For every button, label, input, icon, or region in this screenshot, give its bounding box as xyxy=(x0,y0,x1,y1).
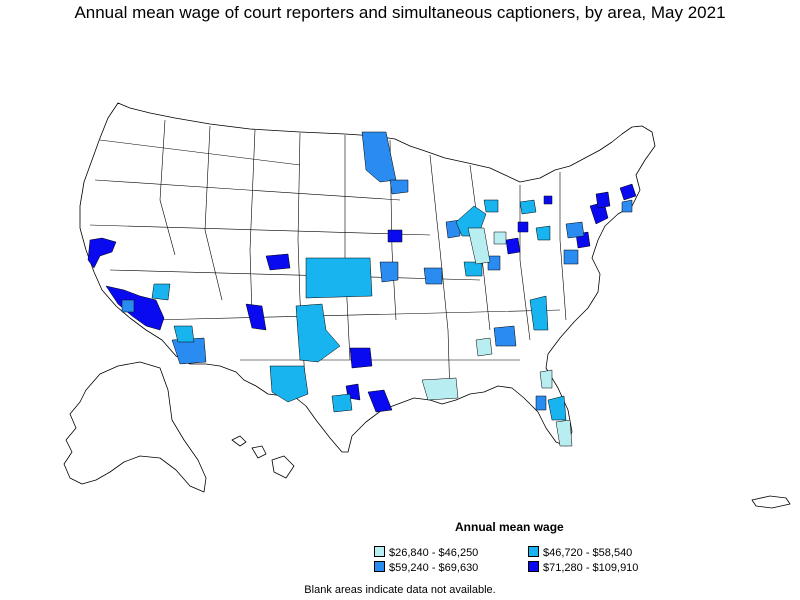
blank-areas-note: Blank areas indicate data not available. xyxy=(304,584,496,596)
legend-label-range-1: $26,840 - $46,250 xyxy=(389,547,479,559)
legend-item-range-1: $26,840 - $46,250 xyxy=(374,546,478,559)
areas-59240-69630 xyxy=(121,131,633,411)
legend-label-range-3: $59,240 - $69,630 xyxy=(389,562,479,574)
legend-swatch-range-2 xyxy=(528,546,539,557)
legend-title: Annual mean wage xyxy=(455,520,564,534)
areas-71280-109910 xyxy=(87,183,637,413)
puerto-rico-outline xyxy=(751,495,791,509)
map-title: Annual mean wage of court reporters and … xyxy=(74,3,726,22)
legend-swatch-range-4 xyxy=(528,561,539,572)
legend-item-range-3: $59,240 - $69,630 xyxy=(374,561,478,574)
legend-item-range-2: $46,720 - $58,540 xyxy=(528,546,632,559)
legend-item-range-4: $71,280 - $109,910 xyxy=(528,561,638,574)
legend-swatch-range-1 xyxy=(374,546,385,557)
hawaii-outline xyxy=(231,435,295,479)
legend-label-range-2: $46,720 - $58,540 xyxy=(543,547,633,559)
legend-label-range-4: $71,280 - $109,910 xyxy=(543,562,639,574)
alaska-outline xyxy=(63,361,207,493)
areas-26840-46250 xyxy=(421,227,573,447)
legend-swatch-range-3 xyxy=(374,561,385,572)
